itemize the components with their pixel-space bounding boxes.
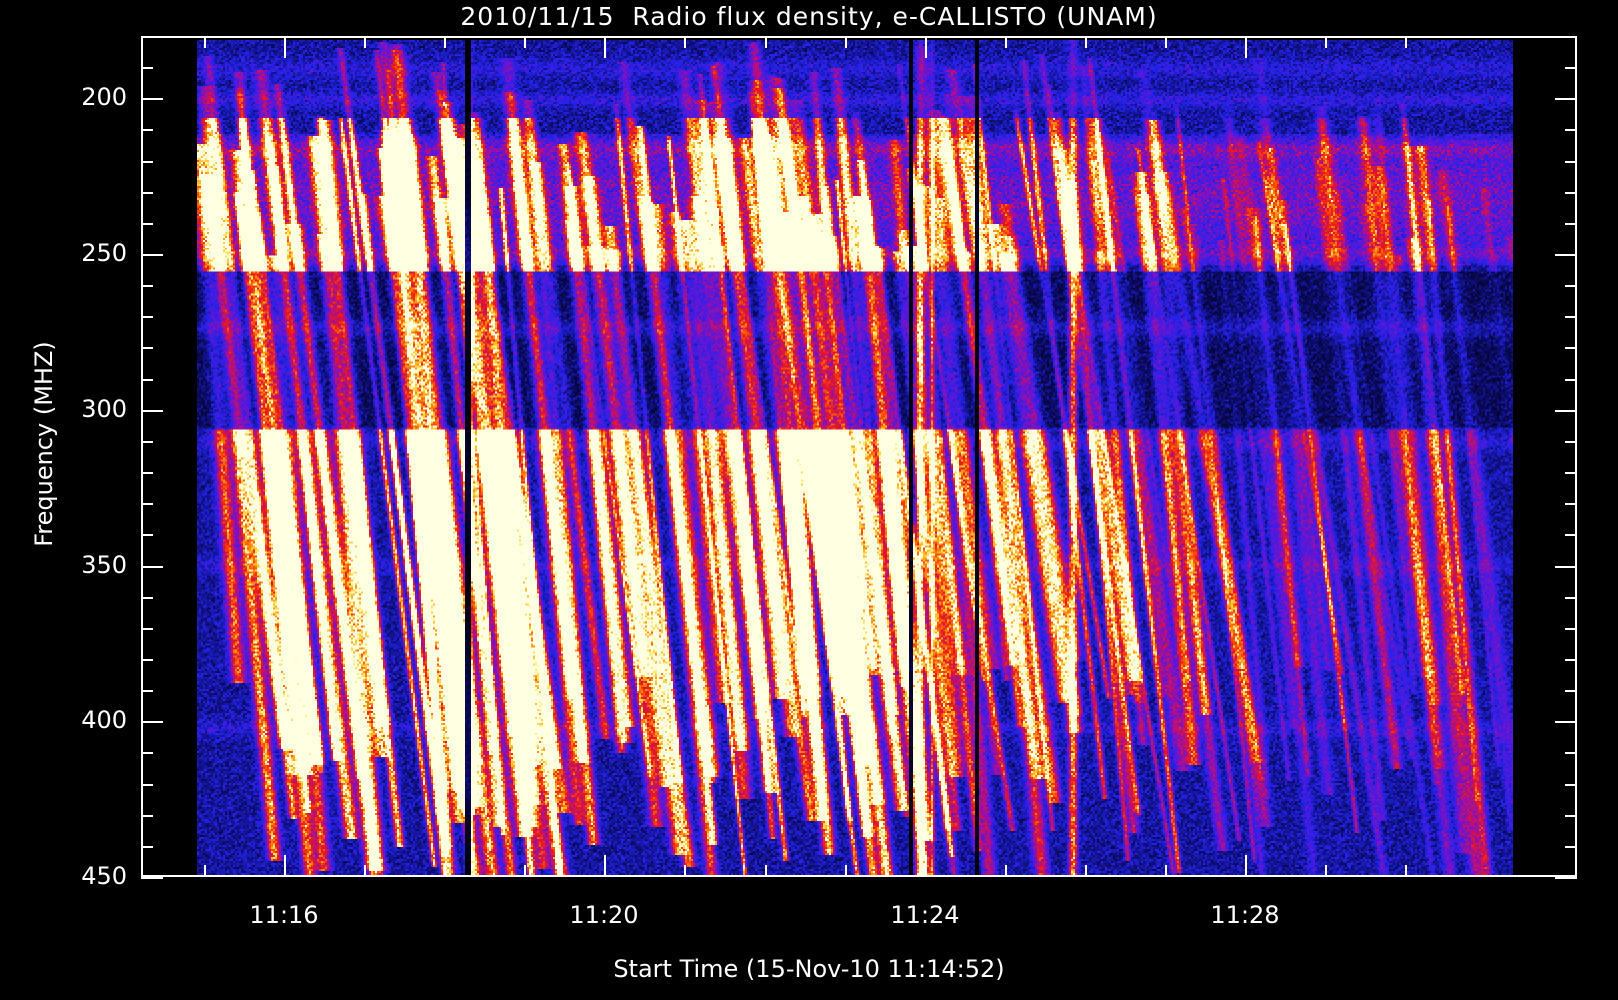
spectrogram-canvas (197, 40, 1513, 875)
y-tick-label: 400 (81, 706, 127, 735)
x-tick-label: 11:28 (1210, 901, 1280, 929)
x-tick-label: 11:20 (569, 901, 639, 929)
y-major-tick-left (141, 877, 163, 879)
x-tick-label: 11:16 (249, 901, 319, 929)
y-major-tick-right (1555, 877, 1577, 879)
x-axis-title: Start Time (15-Nov-10 11:14:52) (613, 955, 1005, 983)
figure-title: 2010/11/15 Radio flux density, e-CALLIST… (460, 2, 1158, 31)
y-tick-label: 200 (81, 83, 127, 112)
y-axis-title: Frequency (MHZ) (30, 341, 58, 547)
y-tick-label: 250 (81, 239, 127, 268)
plot-area (141, 36, 1577, 877)
x-tick-label: 11:24 (890, 901, 960, 929)
y-tick-label: 450 (81, 862, 127, 890)
